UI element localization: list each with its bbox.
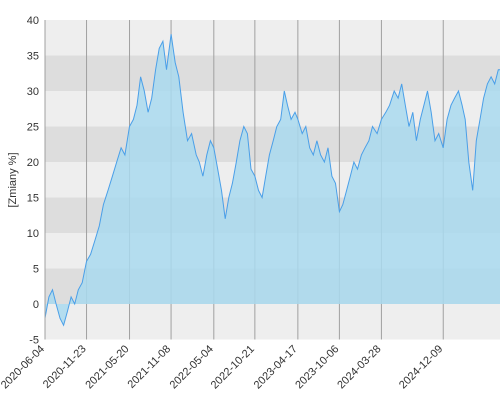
x-tick-label: 2020-11-23 <box>41 343 89 391</box>
x-tick-label: 2021-11-08 <box>126 343 174 391</box>
series-area <box>45 34 500 326</box>
y-tick-label: 5 <box>33 264 39 276</box>
y-tick-label: 30 <box>27 86 39 98</box>
y-axis-ticks: -5 0 5 10 15 20 25 30 35 40 <box>27 15 39 347</box>
y-tick-label: -5 <box>29 335 39 347</box>
series-line <box>44 34 500 327</box>
x-tick-label: 2023-10-06 <box>293 343 341 391</box>
x-axis-ticks: 2020-06-042020-11-232021-05-202021-11-08… <box>0 343 445 391</box>
y-tick-label: 0 <box>33 299 39 311</box>
band-30-35 <box>45 55 500 91</box>
y-tick-label: 40 <box>27 15 39 27</box>
x-tick-label: 2024-03-28 <box>335 343 383 391</box>
y-tick-label: 20 <box>27 157 39 169</box>
area-layer <box>44 20 500 340</box>
y-tick-label: 25 <box>27 122 39 134</box>
band-35-40 <box>45 20 500 56</box>
x-tick-label: 2021-05-20 <box>83 343 131 391</box>
x-tick-label: 2022-10-21 <box>209 343 257 391</box>
y-tick-label: 15 <box>27 193 39 205</box>
band--5-0 <box>45 304 500 340</box>
y-tick-label: 10 <box>27 228 39 240</box>
x-tick-label: 2023-04-17 <box>252 343 300 391</box>
y-tick-label: 35 <box>27 51 39 63</box>
y-axis-label: [Zmiany %] <box>7 152 19 207</box>
x-tick-label: 2024-12-09 <box>397 343 445 391</box>
x-tick-label: 2020-06-04 <box>0 343 47 391</box>
